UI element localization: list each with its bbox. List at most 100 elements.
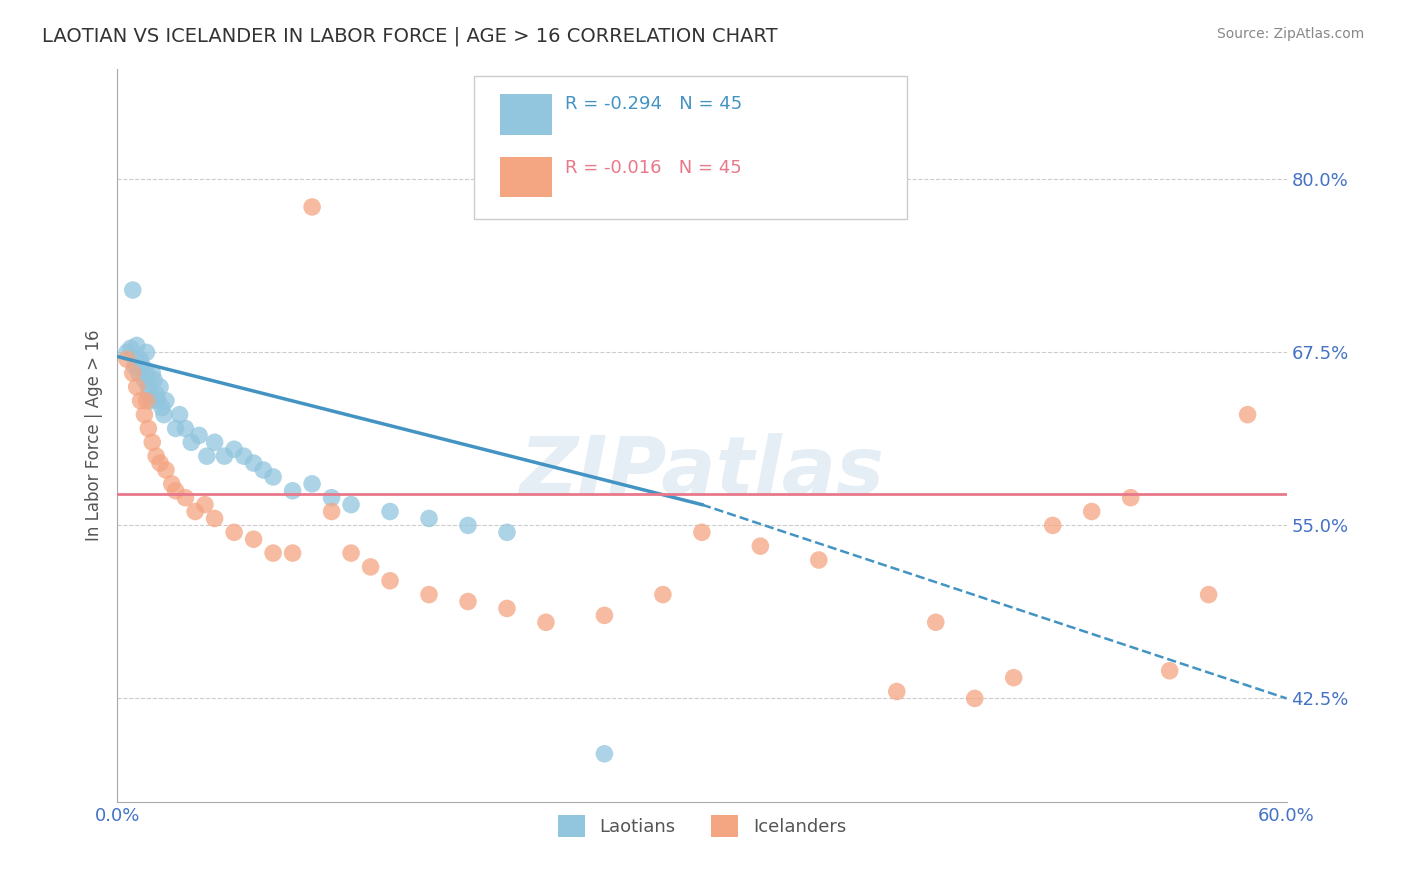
Point (457, 594, 479, 608)
Point (360, 560, 382, 574)
Point (925, 615, 948, 630)
Point (194, 498, 217, 512)
Point (496, 525, 519, 540)
Point (1080, 504, 1102, 518)
Point (124, 359, 146, 374)
Point (146, 393, 169, 408)
Point (301, 200, 323, 214)
Point (378, 574, 401, 588)
Point (169, 408, 191, 422)
Point (418, 588, 440, 602)
Point (281, 546, 304, 560)
Point (165, 421, 187, 435)
Point (138, 421, 160, 435)
Point (160, 476, 183, 491)
Point (138, 380, 160, 394)
Point (150, 401, 173, 415)
Point (886, 684, 908, 698)
Point (128, 366, 150, 380)
Point (143, 373, 166, 387)
Text: LAOTIAN VS ICELANDER IN LABOR FORCE | AGE > 16 CORRELATION CHART: LAOTIAN VS ICELANDER IN LABOR FORCE | AG… (42, 27, 778, 46)
Point (224, 525, 246, 540)
Point (262, 470, 284, 484)
Point (1042, 518, 1064, 533)
Point (378, 504, 401, 518)
Point (534, 615, 557, 630)
Point (321, 504, 343, 518)
Bar (499, 95, 553, 135)
Point (155, 463, 177, 477)
Point (1236, 408, 1258, 422)
Point (135, 393, 157, 408)
Point (807, 553, 830, 567)
Point (252, 463, 274, 477)
Point (963, 691, 986, 706)
Point (145, 449, 167, 463)
Point (1159, 664, 1181, 678)
Point (120, 341, 142, 355)
Point (115, 345, 138, 359)
Point (651, 588, 673, 602)
Point (134, 373, 156, 387)
Point (129, 352, 152, 367)
Point (121, 283, 143, 297)
Point (125, 338, 148, 352)
Point (418, 511, 440, 525)
Point (457, 518, 479, 533)
Point (138, 387, 160, 401)
Point (340, 546, 363, 560)
Point (188, 428, 211, 442)
Point (195, 449, 218, 463)
Point (115, 352, 138, 367)
Point (139, 393, 162, 408)
Point (496, 601, 519, 615)
Point (593, 747, 616, 761)
Point (184, 504, 207, 518)
Point (321, 491, 343, 505)
Point (141, 366, 163, 380)
Point (262, 546, 284, 560)
Point (174, 421, 197, 435)
Point (224, 442, 246, 457)
Text: Source: ZipAtlas.com: Source: ZipAtlas.com (1216, 27, 1364, 41)
Point (749, 539, 772, 553)
Point (165, 483, 187, 498)
Point (340, 498, 363, 512)
FancyBboxPatch shape (474, 76, 907, 219)
Point (149, 380, 172, 394)
Point (125, 352, 148, 367)
Point (232, 449, 254, 463)
Legend: Laotians, Icelanders: Laotians, Icelanders (550, 808, 853, 845)
Point (242, 533, 264, 547)
Point (134, 408, 156, 422)
Point (125, 380, 148, 394)
Point (1002, 671, 1025, 685)
Point (174, 491, 197, 505)
Point (180, 435, 202, 450)
Point (121, 366, 143, 380)
Text: ZIPatlas: ZIPatlas (519, 434, 884, 511)
Point (1119, 491, 1142, 505)
Point (204, 511, 226, 525)
Point (141, 435, 163, 450)
Text: R = -0.294   N = 45: R = -0.294 N = 45 (565, 95, 742, 112)
Point (301, 476, 323, 491)
Text: R = -0.016   N = 45: R = -0.016 N = 45 (565, 159, 742, 177)
Point (593, 608, 616, 623)
Point (129, 393, 152, 408)
Point (242, 456, 264, 470)
Point (153, 408, 176, 422)
Point (155, 393, 177, 408)
Point (131, 359, 153, 374)
Point (281, 483, 304, 498)
Point (690, 525, 713, 540)
Point (1198, 588, 1220, 602)
Point (135, 366, 157, 380)
Point (145, 387, 167, 401)
Point (149, 456, 172, 470)
Y-axis label: In Labor Force | Age > 16: In Labor Force | Age > 16 (86, 330, 103, 541)
Point (204, 435, 226, 450)
Point (214, 449, 236, 463)
Bar (499, 157, 553, 197)
Point (135, 345, 157, 359)
